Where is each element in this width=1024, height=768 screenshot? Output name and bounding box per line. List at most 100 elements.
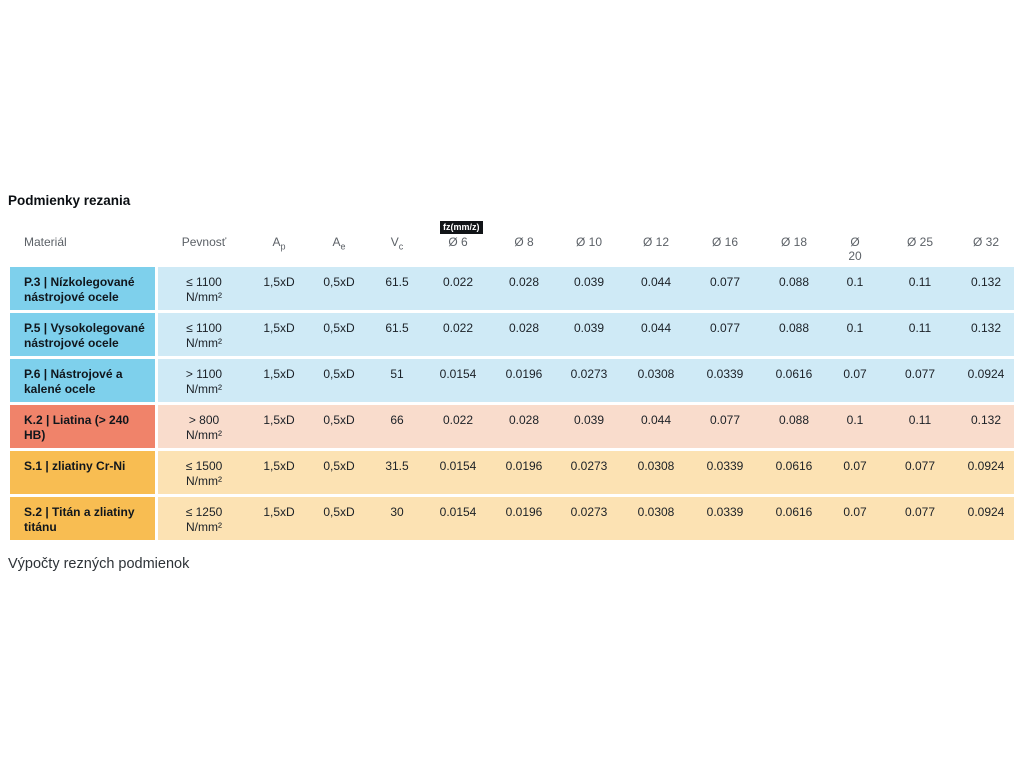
value-cell-d20: 0.1 bbox=[828, 313, 882, 356]
value-cell-pevnost: ≤ 1250 N/mm² bbox=[158, 497, 250, 540]
value-cell-d10: 0.039 bbox=[556, 267, 622, 310]
material-cell: P.5 | Vysokolegované nástrojové ocele bbox=[10, 313, 158, 356]
column-header-vc: Vc bbox=[370, 220, 424, 264]
value-cell-d6: 0.022 bbox=[424, 405, 492, 448]
table-row: P.5 | Vysokolegované nástrojové ocele ≤ 1… bbox=[10, 313, 1014, 356]
column-header-label: Ae bbox=[332, 235, 346, 252]
value-cell-d32: 0.0924 bbox=[958, 451, 1014, 494]
value-cell-ap: 1,5xD bbox=[250, 313, 308, 356]
value-cell-pevnost: ≤ 1100 N/mm² bbox=[158, 267, 250, 310]
page: Podmienky rezania Materiál Pevnosť Ap Ae Vc f… bbox=[8, 193, 1014, 572]
value-cell-d20: 0.07 bbox=[828, 451, 882, 494]
value-cell-d12: 0.0308 bbox=[622, 497, 690, 540]
value-cell-d12: 0.0308 bbox=[622, 451, 690, 494]
value-cell-d32: 0.0924 bbox=[958, 497, 1014, 540]
value-cell-d8: 0.0196 bbox=[492, 451, 556, 494]
material-cell: K.2 | Liatina (> 240 HB) bbox=[10, 405, 158, 448]
material-cell: P.6 | Nástrojové a kalené ocele bbox=[10, 359, 158, 402]
value-cell-d16: 0.0339 bbox=[690, 451, 760, 494]
value-cell-ae: 0,5xD bbox=[308, 405, 370, 448]
value-cell-d10: 0.039 bbox=[556, 405, 622, 448]
value-cell-d18: 0.088 bbox=[760, 405, 828, 448]
value-cell-d32: 0.132 bbox=[958, 267, 1014, 310]
column-header-d18: Ø 18 bbox=[760, 220, 828, 264]
value-cell-d18: 0.0616 bbox=[760, 359, 828, 402]
value-cell-ae: 0,5xD bbox=[308, 267, 370, 310]
value-cell-d6: 0.0154 bbox=[424, 451, 492, 494]
column-header-label: Ap bbox=[272, 235, 286, 252]
value-cell-d20: 0.07 bbox=[828, 359, 882, 402]
value-cell-d16: 0.077 bbox=[690, 405, 760, 448]
column-header-material: Materiál bbox=[10, 220, 158, 264]
value-cell-ae: 0,5xD bbox=[308, 313, 370, 356]
value-cell-d10: 0.0273 bbox=[556, 451, 622, 494]
value-cell-d8: 0.028 bbox=[492, 313, 556, 356]
value-cell-d25: 0.077 bbox=[882, 359, 958, 402]
value-cell-d25: 0.11 bbox=[882, 267, 958, 310]
column-header-label: Ø 10 bbox=[575, 235, 602, 249]
value-cell-vc: 31.5 bbox=[370, 451, 424, 494]
value-cell-d18: 0.0616 bbox=[760, 451, 828, 494]
value-cell-d18: 0.088 bbox=[760, 267, 828, 310]
value-cell-ap: 1,5xD bbox=[250, 405, 308, 448]
column-header-ap: Ap bbox=[250, 220, 308, 264]
material-cell: S.2 | Titán a zliatiny titánu bbox=[10, 497, 158, 540]
column-header-d25: Ø 25 bbox=[882, 220, 958, 264]
value-cell-d32: 0.132 bbox=[958, 405, 1014, 448]
value-cell-d16: 0.0339 bbox=[690, 359, 760, 402]
value-cell-d8: 0.028 bbox=[492, 405, 556, 448]
column-header-d8: Ø 8 bbox=[492, 220, 556, 264]
column-header-label: Vc bbox=[390, 235, 404, 252]
value-cell-d12: 0.0308 bbox=[622, 359, 690, 402]
value-cell-pevnost: ≤ 1100 N/mm² bbox=[158, 313, 250, 356]
value-cell-vc: 51 bbox=[370, 359, 424, 402]
material-cell: S.1 | zliatiny Cr-Ni bbox=[10, 451, 158, 494]
column-header-pevnost: Pevnosť bbox=[158, 220, 250, 264]
value-cell-d25: 0.077 bbox=[882, 497, 958, 540]
page-title: Podmienky rezania bbox=[8, 193, 131, 208]
table-row: S.2 | Titán a zliatiny titánu ≤ 1250 N/mm… bbox=[10, 497, 1014, 540]
table-row: S.1 | zliatiny Cr-Ni ≤ 1500 N/mm² 1,5xD 0,5… bbox=[10, 451, 1014, 494]
value-cell-ap: 1,5xD bbox=[250, 359, 308, 402]
value-cell-d12: 0.044 bbox=[622, 313, 690, 356]
table-row: K.2 | Liatina (> 240 HB) > 800 N/mm² 1,5xD… bbox=[10, 405, 1014, 448]
column-header-label: Ø 20 bbox=[848, 235, 862, 263]
value-cell-ap: 1,5xD bbox=[250, 267, 308, 310]
column-header-label: Ø 32 bbox=[972, 235, 999, 249]
value-cell-d6: 0.022 bbox=[424, 313, 492, 356]
value-cell-d20: 0.07 bbox=[828, 497, 882, 540]
value-cell-vc: 66 bbox=[370, 405, 424, 448]
value-cell-d32: 0.132 bbox=[958, 313, 1014, 356]
column-header-label: Ø 18 bbox=[780, 235, 807, 249]
column-header-d20: Ø 20 bbox=[828, 220, 882, 264]
column-header-ae: Ae bbox=[308, 220, 370, 264]
value-cell-d10: 0.0273 bbox=[556, 497, 622, 540]
column-header-label: Ø 8 bbox=[514, 235, 534, 249]
table-row: P.3 | Nízkolegované nástrojové ocele ≤ 11… bbox=[10, 267, 1014, 310]
material-cell: P.3 | Nízkolegované nástrojové ocele bbox=[10, 267, 158, 310]
value-cell-d25: 0.11 bbox=[882, 313, 958, 356]
value-cell-d20: 0.1 bbox=[828, 267, 882, 310]
value-cell-d8: 0.0196 bbox=[492, 359, 556, 402]
value-cell-d16: 0.077 bbox=[690, 267, 760, 310]
column-header-d16: Ø 16 bbox=[690, 220, 760, 264]
value-cell-ap: 1,5xD bbox=[250, 451, 308, 494]
column-header-label: Materiál bbox=[24, 235, 67, 249]
footer-text: Výpočty rezných podmienok bbox=[8, 556, 190, 572]
value-cell-d16: 0.0339 bbox=[690, 497, 760, 540]
value-cell-vc: 61.5 bbox=[370, 313, 424, 356]
column-header-label: Ø 16 bbox=[711, 235, 738, 249]
value-cell-d10: 0.039 bbox=[556, 313, 622, 356]
value-cell-d25: 0.11 bbox=[882, 405, 958, 448]
fz-unit-badge: fz(mm/z) bbox=[440, 221, 483, 234]
column-header-label: Pevnosť bbox=[181, 235, 227, 249]
column-header-label: Ø 6 bbox=[448, 235, 468, 249]
value-cell-d6: 0.0154 bbox=[424, 497, 492, 540]
value-cell-d32: 0.0924 bbox=[958, 359, 1014, 402]
value-cell-vc: 30 bbox=[370, 497, 424, 540]
value-cell-d18: 0.088 bbox=[760, 313, 828, 356]
value-cell-d6: 0.0154 bbox=[424, 359, 492, 402]
value-cell-d16: 0.077 bbox=[690, 313, 760, 356]
value-cell-d12: 0.044 bbox=[622, 405, 690, 448]
cutting-conditions-table: Materiál Pevnosť Ap Ae Vc fz(mm/z) Ø 6 Ø 8 Ø 10 Ø… bbox=[10, 217, 1014, 543]
